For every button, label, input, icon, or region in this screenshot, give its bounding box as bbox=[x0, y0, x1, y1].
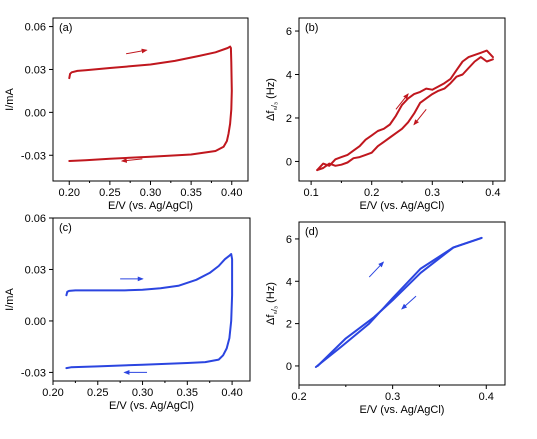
panel-d: 0.2 0.3 0.4 0 2 4 6 E/V (vs. Ag/AgCl) Δfₙ/₃ (Hz)… bbox=[265, 221, 506, 416]
y-tick-label: 0 bbox=[286, 156, 292, 168]
y-tick-label: -0.03 bbox=[21, 150, 46, 162]
y-tick-label: 0.00 bbox=[25, 316, 46, 328]
direction-arrow-1 bbox=[368, 261, 385, 278]
x-tick-label: 0.20 bbox=[59, 187, 80, 199]
x-tick-label: 0.3 bbox=[385, 391, 400, 403]
series-line-1 bbox=[68, 45, 233, 162]
panel-b: 0.1 0.2 0.3 0.4 0 2 4 6 E/V (vs. Ag/AgCl) Δfₙ/₃ (… bbox=[265, 17, 506, 212]
y-label-main: Δf bbox=[265, 314, 277, 325]
x-tick-label: 0.2 bbox=[291, 391, 306, 403]
x-tick-label: 0.40 bbox=[221, 187, 242, 199]
y-axis-label: Δfₙ/₃ (Hz) bbox=[265, 78, 279, 121]
y-tick-label: 0.00 bbox=[25, 107, 46, 119]
x-tick-label: 0.25 bbox=[99, 187, 120, 199]
panel-label: (b) bbox=[305, 22, 318, 34]
panel-label: (c) bbox=[59, 222, 72, 234]
y-tick-label: -0.03 bbox=[21, 367, 46, 379]
x-tick-label: 0.20 bbox=[42, 387, 63, 399]
plot-frame bbox=[298, 221, 506, 386]
series-line-2 bbox=[316, 56, 494, 172]
y-tick-label: 2 bbox=[286, 319, 292, 331]
panel-c: 0.20 0.25 0.30 0.35 0.40 0.06 0.03 0.00 -0.03 E/V… bbox=[4, 213, 251, 412]
y-label-unit: (Hz) bbox=[265, 282, 277, 306]
direction-arrow-1 bbox=[395, 93, 409, 110]
x-tick-label: 0.25 bbox=[87, 387, 108, 399]
y-tick-label: 0.06 bbox=[25, 22, 46, 34]
series-line-2 bbox=[314, 236, 483, 368]
y-axis-label: Δfₙ/₃ (Hz) bbox=[265, 282, 279, 325]
panel-a: 0.20 0.25 0.30 0.35 0.40 0.06 0.03 0.00 -0.03 E/V… bbox=[4, 17, 249, 212]
direction-arrow-2 bbox=[413, 108, 427, 126]
x-axis-label: E/V (vs. Ag/AgCl) bbox=[360, 200, 445, 212]
panel-label: (d) bbox=[305, 226, 318, 238]
y-tick-label: 0.06 bbox=[25, 213, 46, 225]
y-tick-label: 4 bbox=[286, 70, 292, 82]
y-tick-label: 6 bbox=[286, 234, 292, 246]
x-tick-label: 0.4 bbox=[479, 391, 494, 403]
y-label-main: Δf bbox=[265, 110, 277, 121]
x-tick-label: 0.3 bbox=[425, 187, 440, 199]
series-line-1 bbox=[65, 253, 234, 370]
x-axis-label: E/V (vs. Ag/AgCl) bbox=[109, 400, 194, 412]
y-tick-label: 0.03 bbox=[25, 64, 46, 76]
x-tick-label: 0.4 bbox=[485, 187, 500, 199]
x-tick-label: 0.30 bbox=[132, 387, 153, 399]
x-tick-label: 0.2 bbox=[364, 187, 379, 199]
series-line-1 bbox=[316, 49, 494, 172]
y-tick-label: 2 bbox=[286, 113, 292, 125]
plot-frame bbox=[52, 217, 251, 382]
direction-arrow-2 bbox=[401, 295, 417, 310]
plot-frame bbox=[298, 17, 506, 182]
x-tick-label: 0.40 bbox=[221, 387, 242, 399]
y-tick-label: 4 bbox=[286, 276, 292, 288]
direction-arrow-2 bbox=[120, 158, 143, 163]
y-label-sub: ₙ/₃ bbox=[270, 306, 279, 315]
y-axis-label: I/mA bbox=[4, 288, 16, 311]
x-axis-label: E/V (vs. Ag/AgCl) bbox=[108, 200, 193, 212]
x-tick-label: 0.35 bbox=[180, 187, 201, 199]
x-tick-label: 0.30 bbox=[140, 187, 161, 199]
y-label-sub: ₙ/₃ bbox=[270, 102, 279, 111]
y-axis-label: I/mA bbox=[4, 88, 16, 111]
x-axis-label: E/V (vs. Ag/AgCl) bbox=[360, 404, 445, 416]
y-tick-label: 0.03 bbox=[25, 264, 46, 276]
y-label-unit: (Hz) bbox=[265, 78, 277, 102]
direction-arrow-1 bbox=[126, 48, 148, 55]
x-tick-label: 0.35 bbox=[177, 387, 198, 399]
y-tick-label: 6 bbox=[286, 26, 292, 38]
panel-label: (a) bbox=[59, 22, 72, 34]
x-tick-label: 0.1 bbox=[303, 187, 318, 199]
y-tick-label: 0 bbox=[286, 361, 292, 373]
